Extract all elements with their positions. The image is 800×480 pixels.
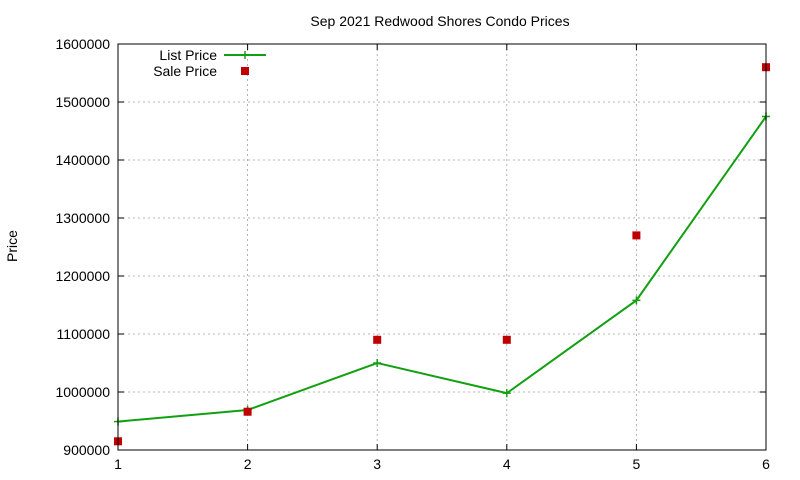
list-price-line: [117, 115, 767, 423]
sale-price-point: [502, 335, 511, 344]
legend-label: Sale Price: [153, 63, 217, 79]
plot-frame: [117, 43, 767, 451]
list-price-point: [632, 296, 641, 305]
y-tick-label: 1500000: [55, 94, 110, 110]
y-tick-label: 1200000: [55, 268, 110, 284]
sale-price-point: [632, 231, 641, 240]
gridlines: [118, 44, 766, 450]
legend-swatch-marker: [241, 51, 249, 59]
y-tick-label: 900000: [63, 442, 110, 458]
y-tick-label: 1600000: [55, 36, 110, 52]
legend-swatch-marker: [241, 67, 249, 75]
list-price-point: [502, 389, 511, 398]
x-tick-label: 1: [114, 456, 122, 472]
x-tick-label: 6: [762, 456, 770, 472]
chart-title: Sep 2021 Redwood Shores Condo Prices: [310, 13, 569, 29]
data-series: [114, 63, 770, 446]
y-axis-label: Price: [4, 230, 20, 262]
sale-price-point: [243, 407, 252, 416]
y-tick-label: 1100000: [57, 326, 111, 342]
list-price-point: [373, 359, 382, 367]
y-tick-label: 1400000: [55, 152, 110, 168]
x-tick-label: 2: [244, 456, 252, 472]
legend-label: List Price: [159, 47, 217, 63]
sale-price-point: [373, 335, 382, 344]
x-tick-label: 4: [503, 456, 511, 472]
axis-ticks: 900000 1000000 1100000 1200000 1300000 140000…: [55, 36, 770, 472]
y-tick-label: 1300000: [55, 210, 110, 226]
x-tick-label: 3: [373, 456, 381, 472]
x-tick-label: 5: [633, 456, 641, 472]
y-tick-label: 1000000: [55, 384, 110, 400]
